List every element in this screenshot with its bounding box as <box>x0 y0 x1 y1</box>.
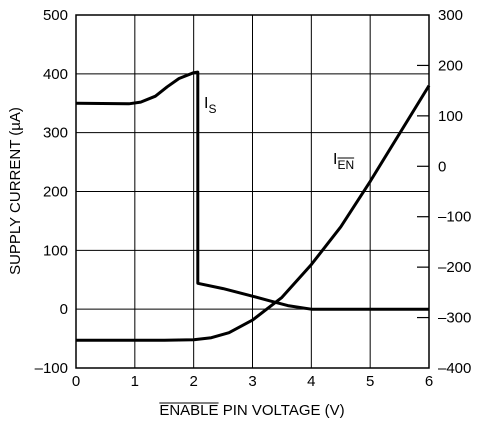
y-right-tick-label: 300 <box>438 7 463 24</box>
series-label-ien: IEN <box>333 151 354 172</box>
x-tick-label: 4 <box>307 373 315 390</box>
series-label-ien-main: I <box>333 151 337 168</box>
x-tick-label: 1 <box>131 373 139 390</box>
y-left-tick-label: 500 <box>43 7 68 24</box>
y-left-tick-label: –100 <box>35 360 68 377</box>
y-left-tick-label: 100 <box>43 242 68 259</box>
series-line-ien <box>76 84 431 342</box>
y-right-tick-label: 200 <box>438 57 463 74</box>
series-label-is-sub: S <box>208 102 216 116</box>
x-axis-title: ENABLE PIN VOLTAGE (V) <box>159 402 344 419</box>
x-tick-label: 3 <box>248 373 256 390</box>
y-left-tick-label: 200 <box>43 184 68 201</box>
series <box>75 70 431 342</box>
y-right-tick-label: 0 <box>438 158 446 175</box>
y-left-tick-label: 0 <box>60 301 68 318</box>
grid <box>76 15 429 368</box>
y-axis-left-title: SUPPLY CURRENT (µA) <box>7 107 24 275</box>
y-right-tick-label: 100 <box>438 108 463 125</box>
plot-frame <box>75 14 430 369</box>
series-label-is-main: I <box>204 95 208 112</box>
x-axis-title-overline-part: ENABLE <box>159 402 218 419</box>
ticks: 0 1 2 3 4 5 6–1000100200300400500–400–300–200–… <box>35 7 472 390</box>
x-tick-label: 5 <box>366 373 374 390</box>
x-tick-label: 0 <box>72 373 80 390</box>
y-right-tick-label: –300 <box>438 310 471 327</box>
y-right-tick-label: –200 <box>438 259 471 276</box>
y-right-tick-label: –400 <box>438 360 471 377</box>
x-tick-label: 6 <box>425 373 433 390</box>
x-tick-label: 2 <box>189 373 197 390</box>
series-line-is <box>75 70 429 311</box>
series-label-ien-sub: EN <box>337 158 354 172</box>
y-right-tick-label: –100 <box>438 209 471 226</box>
y-left-tick-label: 300 <box>43 125 68 142</box>
y-left-tick-label: 400 <box>43 66 68 83</box>
series-label-is: IS <box>204 95 216 116</box>
x-axis-title-rest: PIN VOLTAGE (V) <box>219 402 345 419</box>
